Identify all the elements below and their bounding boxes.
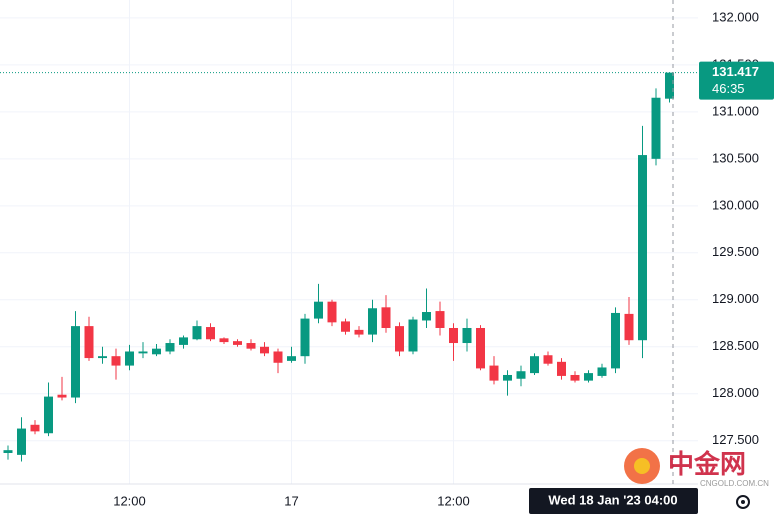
y-tick-label: 129.000 xyxy=(712,291,759,306)
settings-icon[interactable] xyxy=(736,495,750,509)
price-tag-countdown: 46:35 xyxy=(712,81,745,96)
crosshair-label-box xyxy=(529,488,698,514)
candle-body xyxy=(354,329,364,335)
y-tick-label: 127.500 xyxy=(712,432,759,447)
price-tag xyxy=(699,61,774,100)
candle-body xyxy=(3,450,13,453)
labels: 127.500 128.000 128.500 129.000 129.500 130.0… xyxy=(113,9,759,508)
candle-body xyxy=(341,321,350,332)
candle-body xyxy=(597,367,607,376)
candle-body xyxy=(462,327,472,344)
candle-body xyxy=(503,374,512,381)
candle-body xyxy=(152,348,161,355)
candle-body xyxy=(192,326,202,340)
candle-body xyxy=(300,318,310,357)
candle-body xyxy=(314,301,323,319)
watermark-sub: CNGOLD.COM.CN xyxy=(700,479,769,488)
candle-body xyxy=(651,97,661,159)
crosshair-label: Wed 18 Jan '23 04:00 xyxy=(548,492,677,507)
candle-body xyxy=(287,356,296,361)
candle-body xyxy=(44,396,53,434)
candle-body xyxy=(543,355,553,364)
candle-body xyxy=(17,428,26,455)
y-tick-label: 132.000 xyxy=(712,9,759,24)
candle-body xyxy=(611,312,620,369)
candle-body xyxy=(408,319,418,352)
candle-body xyxy=(381,307,391,328)
candle-body xyxy=(233,341,242,345)
candle-body xyxy=(638,155,647,341)
candle-body xyxy=(327,301,337,323)
candle-body xyxy=(165,343,175,352)
candle-body xyxy=(138,351,148,354)
candle-body xyxy=(57,394,67,398)
candle-body xyxy=(98,356,107,359)
y-tick-label: 129.500 xyxy=(712,244,759,259)
candle-body xyxy=(530,356,539,374)
candle-body xyxy=(125,351,134,366)
x-tick-label: 17 xyxy=(284,493,298,508)
candle-body xyxy=(422,312,431,321)
candle-body xyxy=(665,72,674,99)
y-tick-label: 131.000 xyxy=(712,103,759,118)
y-tick-label: 130.500 xyxy=(712,150,759,165)
price-tag-value: 131.417 xyxy=(712,64,759,79)
candles xyxy=(0,72,698,462)
x-tick-label: 12:00 xyxy=(437,493,470,508)
candle-body xyxy=(449,327,458,344)
candle-body xyxy=(71,326,80,398)
candle-body xyxy=(206,327,215,340)
candle-body xyxy=(570,374,580,381)
y-tick-label: 128.000 xyxy=(712,385,759,400)
candle-body xyxy=(368,308,377,335)
watermark-logo xyxy=(634,458,650,474)
candle-body xyxy=(435,311,445,328)
candle-body xyxy=(179,337,188,345)
candle-body xyxy=(476,327,485,369)
grid xyxy=(0,0,698,485)
candle-body xyxy=(30,424,40,432)
x-tick-label: 12:00 xyxy=(113,493,146,508)
candle-body xyxy=(111,356,121,366)
y-tick-label: 130.000 xyxy=(712,197,759,212)
candle-body xyxy=(557,361,566,376)
watermark-text: 中金网 xyxy=(668,449,746,479)
candle-body xyxy=(516,371,526,379)
y-tick-label: 128.500 xyxy=(712,338,759,353)
candle-body xyxy=(584,373,593,381)
candle-body xyxy=(246,343,256,349)
watermark: 中金网 CNGOLD.COM.CN xyxy=(624,448,769,488)
candle-body xyxy=(260,346,269,354)
candle-body xyxy=(219,338,229,343)
candle-body xyxy=(84,326,94,359)
candle-body xyxy=(624,313,634,341)
candle-body xyxy=(273,351,283,363)
candle-body xyxy=(489,365,499,381)
candle-body xyxy=(395,326,404,352)
